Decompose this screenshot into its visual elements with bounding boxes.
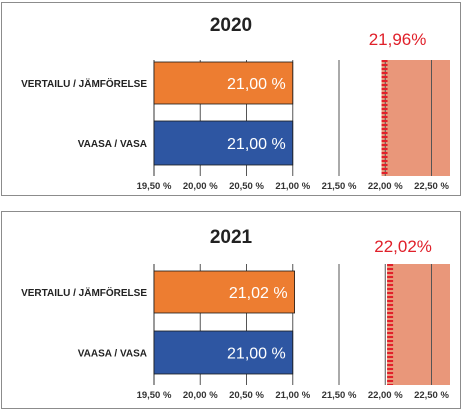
reference-marker-label: 22,02% (374, 237, 432, 256)
x-tick-label: 20,50 % (229, 390, 264, 401)
x-tick-label: 21,00 % (275, 390, 310, 401)
x-tick-label: 22,50 % (414, 181, 449, 192)
bar (153, 270, 296, 314)
x-tick-label: 20,00 % (183, 181, 218, 192)
bar (153, 330, 294, 375)
bar (153, 61, 294, 105)
chart-panel-2021: 2021 22,02% 21,02 % VERTAILU / JÄMFÖRELSE 21… (1, 211, 461, 409)
x-tick-label: 19,50 % (137, 181, 172, 192)
bar-value-label: 21,02 % (229, 285, 288, 302)
category-label: VAASA / VASA (78, 349, 147, 360)
chart-panel-2020: 2020 21,96% 21,00 % VERTAILU / JÄMFÖRELSE 21… (1, 2, 461, 196)
chart-2020: 2020 21,96% 21,00 % VERTAILU / JÄMFÖRELSE 21… (21, 15, 450, 192)
chart-title: 2020 (210, 15, 252, 36)
x-tick-label: 22,50 % (414, 390, 449, 401)
x-tick-label: 20,00 % (183, 390, 218, 401)
x-tick-label: 22,00 % (368, 390, 403, 401)
x-tick-label: 21,00 % (275, 181, 310, 192)
x-tick-label: 21,50 % (322, 390, 357, 401)
bar (153, 120, 294, 166)
category-label: VERTAILU / JÄMFÖRELSE (21, 77, 147, 90)
bar-value-label: 21,00 % (227, 76, 286, 93)
x-tick-label: 21,50 % (322, 181, 357, 192)
reference-band (381, 60, 450, 176)
reference-marker-label: 21,96% (369, 30, 427, 49)
bar-value-label: 21,00 % (227, 136, 286, 153)
chart-title: 2021 (210, 227, 253, 248)
category-label: VAASA / VASA (78, 139, 147, 150)
bar-value-label: 21,00 % (227, 346, 286, 363)
x-tick-label: 22,00 % (368, 181, 403, 192)
x-tick-label: 19,50 % (137, 390, 172, 401)
chart-2021: 2021 22,02% 21,02 % VERTAILU / JÄMFÖRELSE 21… (21, 227, 450, 401)
reference-band (387, 264, 450, 385)
category-label: VERTAILU / JÄMFÖRELSE (21, 286, 147, 299)
x-tick-label: 20,50 % (229, 181, 264, 192)
